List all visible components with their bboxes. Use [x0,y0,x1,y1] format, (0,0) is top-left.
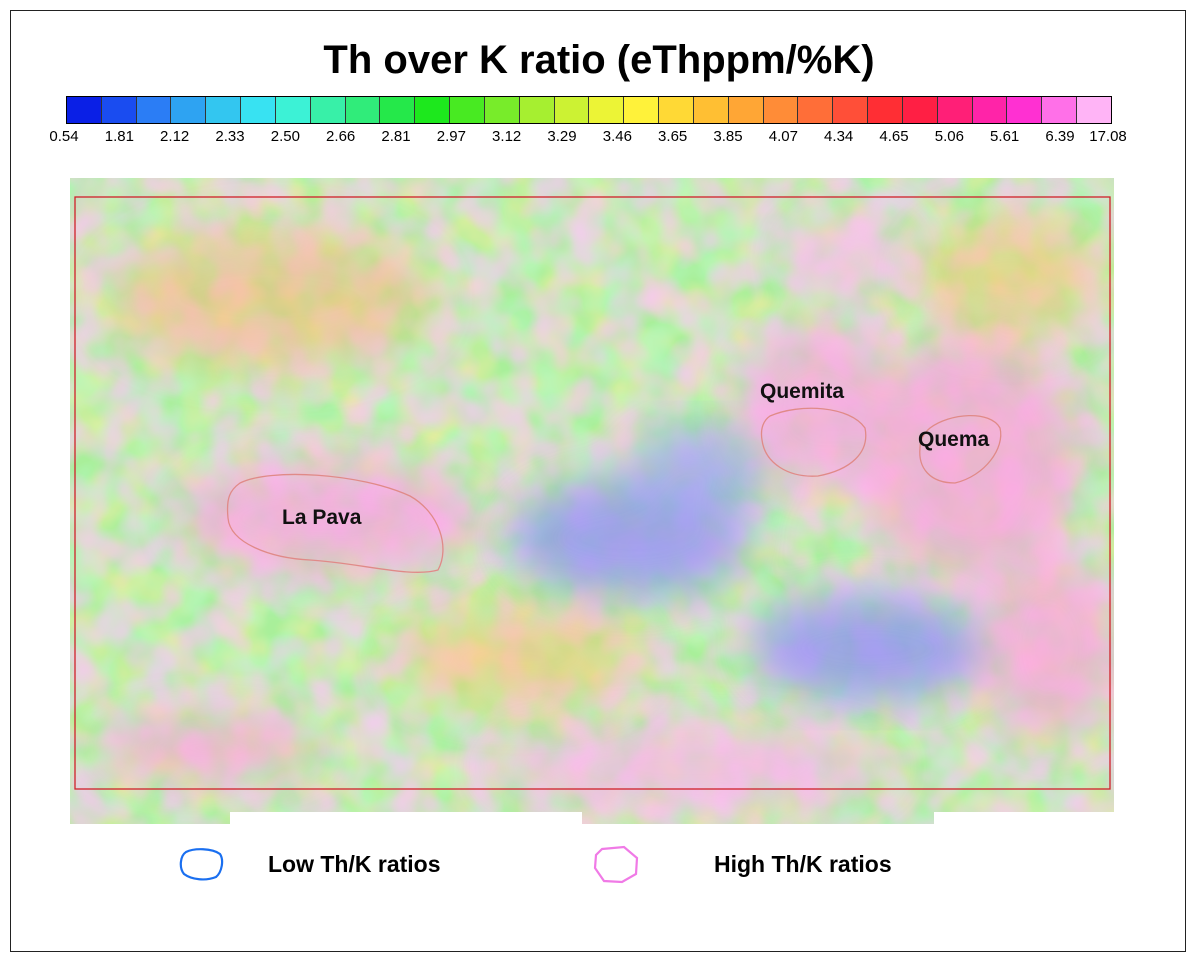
quemita-outline [760,407,867,477]
color-scale-tick-label: 5.06 [934,128,964,145]
color-scale-cell [519,97,555,123]
color-scale-tick-label: 1.81 [104,128,134,145]
color-scale-cell [1077,97,1111,123]
color-scale-tick-label: 3.12 [492,128,522,145]
color-scale-cell [136,97,172,123]
color-scale-cell [659,97,694,123]
la-pava-label: La Pava [282,506,362,529]
color-scale-tick-label: 6.39 [1045,128,1075,145]
color-scale-tick-label: 2.33 [215,128,245,145]
color-scale-cell [902,97,938,123]
color-scale-cell [415,97,451,123]
color-scale-cell [450,97,485,123]
color-scale-tick-label: 0.54 [49,128,79,145]
color-scale-tick-label: 3.85 [713,128,743,145]
high-outline-icon [593,845,639,884]
color-scale-cell [206,97,242,123]
study-area-boundary [74,196,1111,790]
color-scale-cell [67,97,102,123]
low-ratio-region [510,428,990,703]
quemita-label: Quemita [760,380,845,403]
color-scale-tick-label: 5.61 [990,128,1020,145]
color-scale-cell [868,97,903,123]
color-scale-cell [763,97,799,123]
color-scale-cell [624,97,660,123]
color-scale-cell [345,97,381,123]
color-scale-tick-label: 4.34 [824,128,854,145]
color-scale-cell [275,97,311,123]
color-scale-ticks: 0.54 1.81 2.12 2.33 2.50 2.66 2.81 2.97 3.12 3.29… [0,128,1198,150]
color-scale-tick-label: 3.65 [658,128,688,145]
color-scale-cell [693,97,729,123]
color-scale-cell [380,97,416,123]
color-scale-tick-label: 3.46 [602,128,632,145]
color-scale-tick-label: 3.29 [547,128,577,145]
legend-high: High Th/K ratios [592,842,892,886]
color-scale-cell [101,97,137,123]
quema-outline [919,414,1002,484]
color-scale-cell [972,97,1008,123]
color-scale-tick-label: 2.12 [160,128,190,145]
color-scale-cell [1007,97,1043,123]
color-scale-cell [589,97,625,123]
legend-high-label: High Th/K ratios [714,850,892,877]
color-scale-tick-label: 4.07 [768,128,798,145]
legend-low-label: Low Th/K ratios [268,850,441,877]
low-outline-icon [179,848,224,881]
color-scale-tick-label: 4.65 [879,128,909,145]
high-ratio-region [100,218,1114,808]
quema-label: Quema [918,428,990,451]
ratio-map-svg [70,178,1114,824]
map-title: Th over K ratio (eThppm/%K) [323,38,875,82]
color-scale-cell [241,97,276,123]
la-pava-outline [226,473,444,573]
mid-ratio-region [110,218,1100,708]
color-scale-cell [937,97,973,123]
color-scale-cell [728,97,764,123]
color-scale-cell [798,97,834,123]
color-scale-bar [66,96,1112,124]
color-scale-cell [833,97,869,123]
ratio-map [70,178,1114,824]
color-scale-cell [484,97,520,123]
legend-low: Low Th/K ratios [178,842,441,886]
color-scale-tick-label: 2.50 [270,128,300,145]
color-scale-tick-label: 2.97 [436,128,466,145]
color-scale-cell [554,97,590,123]
color-scale-tick-label: 2.81 [381,128,411,145]
color-scale-cell [171,97,207,123]
color-scale-cell [1042,97,1078,123]
color-scale-tick-label: 2.66 [326,128,356,145]
color-scale-cell [310,97,346,123]
color-scale-tick-label: 17.08 [1089,128,1127,145]
